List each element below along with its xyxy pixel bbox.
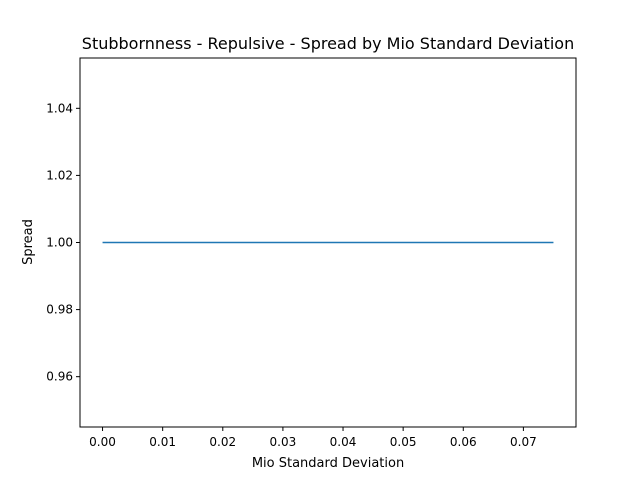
y-tick-label: 0.96 [46, 370, 73, 384]
x-tick-label: 0.01 [149, 435, 176, 449]
x-axis: 0.00 0.01 0.02 0.03 0.04 0.05 0.06 0.07 [89, 427, 537, 449]
x-tick-label: 0.05 [390, 435, 417, 449]
y-tick-label: 1.00 [46, 236, 73, 250]
x-tick-label: 0.02 [209, 435, 236, 449]
y-axis-label: Spread [21, 219, 36, 265]
x-tick-label: 0.00 [89, 435, 116, 449]
x-tick-label: 0.06 [450, 435, 477, 449]
x-tick-label: 0.07 [510, 435, 537, 449]
x-tick-label: 0.03 [270, 435, 297, 449]
y-axis: 0.96 0.98 1.00 1.02 1.04 [46, 101, 80, 384]
y-tick-label: 1.02 [46, 168, 73, 182]
x-tick-label: 0.04 [330, 435, 357, 449]
y-tick-label: 0.98 [46, 303, 73, 317]
y-tick-label: 1.04 [46, 101, 73, 115]
chart-title: Stubbornness - Repulsive - Spread by Mio… [82, 34, 574, 53]
x-axis-label: Mio Standard Deviation [252, 456, 404, 471]
